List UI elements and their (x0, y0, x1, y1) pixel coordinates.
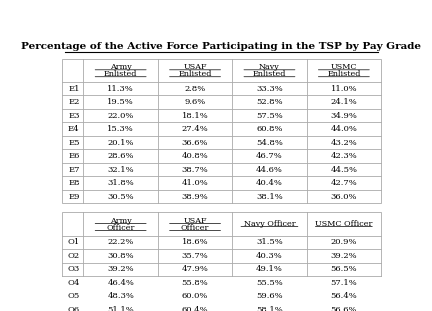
Text: 41.0%: 41.0% (182, 179, 208, 187)
Text: E6: E6 (68, 152, 79, 160)
Text: O2: O2 (67, 252, 79, 260)
Text: 27.4%: 27.4% (182, 125, 208, 133)
Text: 32.1%: 32.1% (107, 165, 134, 174)
Text: 9.6%: 9.6% (184, 98, 206, 106)
Text: E3: E3 (68, 112, 79, 120)
Text: 57.5%: 57.5% (256, 112, 283, 120)
Text: 22.2%: 22.2% (108, 238, 134, 246)
Text: 60.0%: 60.0% (182, 292, 208, 300)
Text: 56.4%: 56.4% (330, 292, 357, 300)
Text: 49.1%: 49.1% (256, 265, 283, 273)
Text: Navy: Navy (259, 63, 280, 71)
Text: O6: O6 (67, 306, 79, 311)
Text: 19.5%: 19.5% (107, 98, 134, 106)
Text: 55.8%: 55.8% (182, 279, 208, 287)
Text: 42.3%: 42.3% (330, 152, 357, 160)
Text: 36.0%: 36.0% (330, 193, 357, 201)
Text: USAF: USAF (183, 217, 207, 225)
Text: 47.9%: 47.9% (181, 265, 209, 273)
Text: 60.8%: 60.8% (256, 125, 283, 133)
Text: E7: E7 (68, 165, 79, 174)
Text: 34.9%: 34.9% (330, 112, 357, 120)
Text: 38.9%: 38.9% (182, 193, 208, 201)
Text: E8: E8 (68, 179, 79, 187)
Text: 43.2%: 43.2% (330, 139, 357, 146)
Text: 20.9%: 20.9% (330, 238, 357, 246)
Text: 54.8%: 54.8% (256, 139, 283, 146)
Text: Army: Army (110, 63, 131, 71)
Text: 56.5%: 56.5% (330, 265, 357, 273)
Text: 30.5%: 30.5% (107, 193, 134, 201)
Bar (62, 212, 381, 311)
Text: 35.7%: 35.7% (182, 252, 208, 260)
Text: 39.2%: 39.2% (330, 252, 357, 260)
Text: 31.8%: 31.8% (107, 179, 134, 187)
Text: E2: E2 (68, 98, 79, 106)
Text: 40.8%: 40.8% (182, 152, 208, 160)
Text: O4: O4 (67, 279, 79, 287)
Text: 11.3%: 11.3% (107, 85, 134, 93)
Text: 44.0%: 44.0% (330, 125, 357, 133)
Text: 18.6%: 18.6% (182, 238, 208, 246)
Text: 51.1%: 51.1% (107, 306, 134, 311)
Text: O3: O3 (67, 265, 79, 273)
Text: Enlisted: Enlisted (178, 70, 212, 78)
Text: 56.6%: 56.6% (330, 306, 357, 311)
Text: 15.3%: 15.3% (107, 125, 134, 133)
Bar (62, 59, 381, 203)
Text: 38.1%: 38.1% (256, 193, 283, 201)
Text: 59.6%: 59.6% (256, 292, 283, 300)
Text: 40.4%: 40.4% (256, 179, 283, 187)
Text: 28.6%: 28.6% (108, 152, 134, 160)
Text: E4: E4 (68, 125, 79, 133)
Text: 42.7%: 42.7% (330, 179, 357, 187)
Text: O1: O1 (67, 238, 79, 246)
Text: E1: E1 (68, 85, 79, 93)
Text: 58.1%: 58.1% (256, 306, 283, 311)
Text: 46.4%: 46.4% (107, 279, 134, 287)
Text: 46.7%: 46.7% (256, 152, 283, 160)
Text: Percentage of the Active Force Participating in the TSP by Pay Grade: Percentage of the Active Force Participa… (22, 42, 421, 51)
Text: 33.3%: 33.3% (256, 85, 283, 93)
Text: 38.7%: 38.7% (182, 165, 208, 174)
Text: Army: Army (110, 217, 131, 225)
Text: USMC Officer: USMC Officer (315, 220, 372, 228)
Text: 22.0%: 22.0% (108, 112, 134, 120)
Text: 24.1%: 24.1% (330, 98, 357, 106)
Text: 48.3%: 48.3% (107, 292, 134, 300)
Text: E9: E9 (68, 193, 79, 201)
Text: USMC: USMC (330, 63, 357, 71)
Text: USAF: USAF (183, 63, 207, 71)
Text: 18.1%: 18.1% (182, 112, 208, 120)
Text: 31.5%: 31.5% (256, 238, 283, 246)
Text: Enlisted: Enlisted (253, 70, 286, 78)
Text: 11.0%: 11.0% (330, 85, 357, 93)
Text: 2.8%: 2.8% (184, 85, 206, 93)
Text: Officer: Officer (181, 224, 209, 232)
Text: 20.1%: 20.1% (108, 139, 134, 146)
Text: 57.1%: 57.1% (330, 279, 357, 287)
Text: 44.5%: 44.5% (330, 165, 357, 174)
Text: 44.6%: 44.6% (256, 165, 283, 174)
Text: 36.6%: 36.6% (182, 139, 208, 146)
Text: 39.2%: 39.2% (107, 265, 134, 273)
Text: O5: O5 (67, 292, 79, 300)
Text: Navy Officer: Navy Officer (244, 220, 295, 228)
Text: Enlisted: Enlisted (327, 70, 361, 78)
Text: 60.4%: 60.4% (182, 306, 208, 311)
Text: 52.8%: 52.8% (256, 98, 283, 106)
Text: 30.8%: 30.8% (107, 252, 134, 260)
Text: E5: E5 (68, 139, 79, 146)
Text: 40.3%: 40.3% (256, 252, 283, 260)
Text: 55.5%: 55.5% (256, 279, 283, 287)
Text: Officer: Officer (106, 224, 135, 232)
Text: Enlisted: Enlisted (104, 70, 137, 78)
